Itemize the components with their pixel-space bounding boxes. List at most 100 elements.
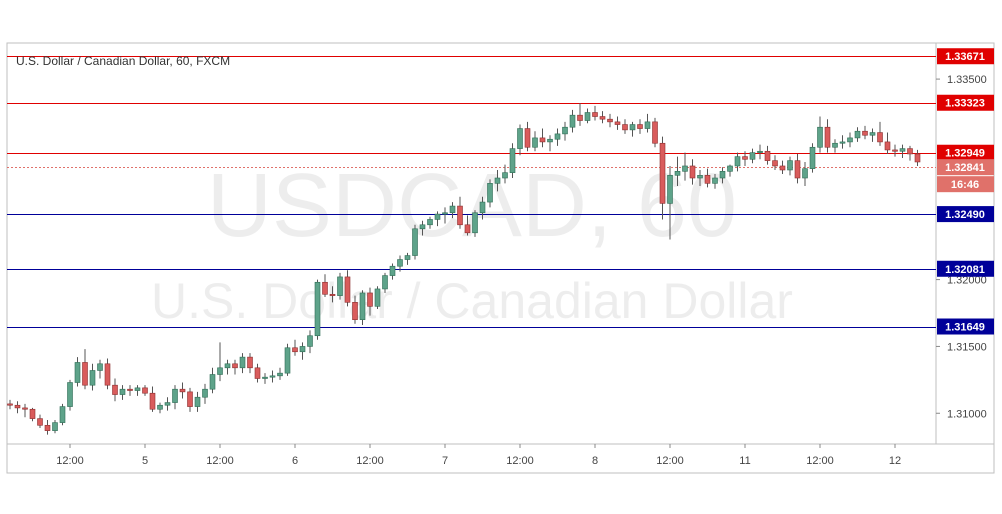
candle-body: [292, 347, 298, 353]
candle-body: [614, 121, 621, 125]
candle-body: [674, 171, 681, 176]
candle-body: [374, 288, 381, 307]
candle-body: [419, 224, 426, 230]
candle-body: [592, 112, 598, 117]
candle-body: [157, 404, 163, 410]
candle-body: [262, 376, 268, 379]
candle-body: [802, 168, 808, 179]
candle-body: [644, 121, 651, 129]
candle-body: [832, 142, 838, 148]
candle-body: [877, 132, 883, 143]
candle-body: [389, 265, 396, 276]
countdown-label-bg: [937, 176, 994, 193]
candle-body: [539, 137, 546, 143]
time-tick-label: 12:00: [356, 455, 384, 467]
time-tick-label: 11: [739, 455, 750, 467]
candle-body: [232, 363, 238, 369]
time-tick-label: 7: [442, 455, 448, 467]
time-tick-label: 12:00: [56, 455, 84, 467]
price-tick-label: 1.31500: [947, 341, 987, 353]
candle-body: [397, 259, 403, 267]
candle-body: [869, 132, 876, 136]
level-price-label-bg: [937, 318, 994, 335]
time-tick-label: 8: [592, 455, 598, 467]
time-axis-ticks: 12:00 5 12:00 6 12:00 7 12:00 8 12:00 11 12:00 12: [56, 444, 901, 467]
level-lines: [7, 56, 936, 328]
candle-body: [794, 160, 801, 179]
level-price-label: 1.31649: [945, 322, 985, 334]
candle-body: [337, 276, 343, 296]
time-tick-label: 5: [142, 455, 148, 467]
candle-body: [607, 118, 613, 123]
candle-body: [209, 374, 216, 390]
candle-body: [74, 362, 81, 383]
candle-body: [547, 138, 553, 143]
candle-body: [524, 128, 531, 148]
current-price-label-bg: [937, 159, 994, 176]
candle-body: [772, 160, 778, 167]
candle-body: [44, 424, 51, 431]
candle-body: [14, 404, 21, 409]
time-axis-area: [6, 443, 995, 474]
candle-body: [509, 148, 516, 173]
candle-body: [532, 137, 538, 148]
candle-body: [367, 292, 373, 307]
candle-body: [67, 382, 73, 407]
candle-body: [22, 407, 28, 410]
candle-body: [899, 148, 906, 152]
candle-body: [817, 126, 823, 148]
candle-body: [667, 175, 673, 204]
level-price-label: 1.32081: [945, 264, 985, 276]
candle-body: [734, 156, 741, 167]
candle-body: [352, 302, 358, 320]
time-tick-label: 12:00: [506, 455, 534, 467]
candle-body: [52, 422, 58, 431]
candle-body: [757, 150, 763, 153]
candle-body: [847, 137, 853, 143]
candle-body: [149, 392, 156, 410]
price-tick-label: 1.33500: [947, 74, 987, 86]
countdown-label: 16:46: [951, 179, 979, 191]
candle-body: [142, 387, 148, 394]
candle-body: [254, 367, 261, 379]
candle-body: [449, 205, 456, 214]
candle-body: [202, 388, 208, 398]
plot-area: [6, 42, 937, 445]
watermark-symbol: USDCAD, 60: [207, 156, 737, 256]
candle-body: [217, 367, 223, 375]
candle-body: [892, 149, 898, 152]
candle-body: [554, 133, 561, 140]
current-price-label: 1.32841: [945, 162, 985, 174]
candle-body: [322, 281, 328, 295]
level-price-label-bg: [937, 48, 994, 65]
candle-body: [749, 152, 756, 160]
candle-body: [277, 372, 283, 377]
candle-body: [854, 130, 861, 139]
candle-body: [502, 172, 508, 179]
candle-body: [89, 370, 96, 386]
candle-body: [712, 177, 718, 184]
candle-body: [577, 114, 583, 121]
level-price-label-bg: [937, 144, 994, 161]
chart-title: U.S. Dollar / Canadian Dollar, 60, FXCM: [16, 54, 230, 68]
candle-body: [839, 141, 846, 144]
candle-body: [314, 281, 321, 337]
candle-body: [299, 346, 306, 353]
candle-body: [247, 356, 253, 369]
candle-body: [584, 112, 591, 121]
candle-body: [442, 212, 448, 215]
candle-body: [652, 121, 658, 144]
candle-body: [599, 116, 606, 120]
candle-body: [382, 275, 388, 290]
candle-body: [29, 408, 36, 419]
candles: [7, 103, 921, 435]
candle-body: [682, 165, 688, 172]
candle-body: [127, 388, 133, 391]
candle-body: [779, 165, 786, 171]
candle-body: [112, 384, 118, 395]
candle-body: [7, 403, 13, 406]
candle-body: [412, 228, 418, 256]
candle-body: [472, 212, 478, 234]
level-price-label-bg: [937, 94, 994, 111]
